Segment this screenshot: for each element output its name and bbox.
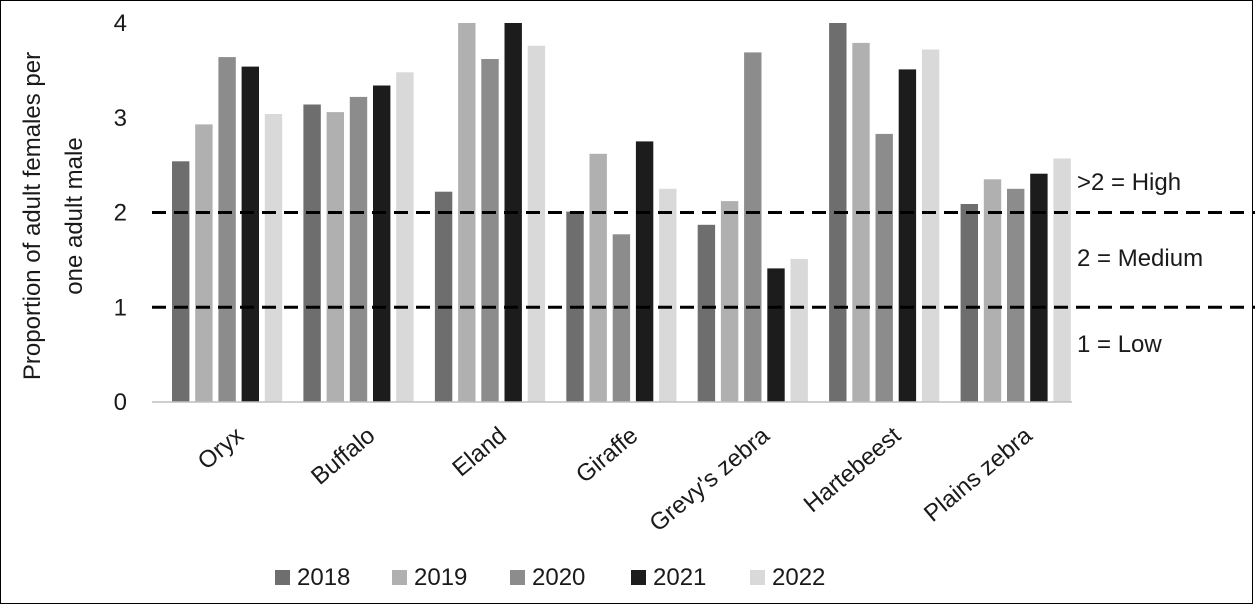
category-label: Giraffe: [571, 422, 643, 489]
category-label: Plains zebra: [919, 421, 1038, 527]
y-tick-label: 0: [114, 389, 127, 416]
annotation-label: >2 = High: [1077, 169, 1181, 196]
bar: [790, 258, 808, 402]
category-labels: Oryx Buffalo Eland Giraffe Grevy's zebra Hart…: [193, 421, 1038, 537]
bar: [983, 179, 1002, 402]
bar: [373, 85, 391, 402]
bar: [396, 72, 414, 403]
y-axis-label-line: Proportion of adult females per: [19, 52, 46, 380]
bar: [852, 42, 870, 403]
category-label: Eland: [447, 422, 511, 482]
bar: [744, 52, 762, 403]
category-label: Oryx: [193, 422, 249, 475]
legend-swatch: [275, 570, 290, 585]
bar: [635, 141, 654, 402]
bar: [527, 45, 546, 402]
annotation-label: 2 = Medium: [1077, 245, 1203, 272]
bar: [172, 161, 190, 402]
y-tick-label: 1: [114, 294, 127, 321]
legend-swatch: [510, 570, 525, 585]
bar: [195, 124, 213, 403]
category-label: Hartebeest: [799, 422, 907, 518]
bar: [960, 204, 978, 402]
bar: [720, 201, 739, 402]
bar: [481, 59, 499, 402]
annotation-label: 1 = Low: [1077, 331, 1162, 358]
legend-swatch: [392, 570, 407, 585]
legend-swatch: [750, 570, 765, 585]
legend-label: 2019: [414, 564, 467, 591]
bar: [264, 114, 283, 402]
category-label: Buffalo: [306, 422, 380, 490]
bar: [1053, 158, 1071, 402]
bar: [921, 49, 940, 402]
y-tick-label: 2: [114, 200, 127, 227]
bar: [589, 153, 607, 402]
bar: [1030, 173, 1048, 402]
legend-label: 2021: [653, 564, 706, 591]
bar: [875, 133, 893, 402]
bar: [697, 224, 716, 402]
annotations: >2 = High 2 = Medium 1 = Low: [1077, 169, 1203, 358]
bar: [659, 188, 677, 402]
bar: [434, 191, 453, 402]
legend: 2018 2019 2020 2021 2022: [275, 564, 825, 591]
y-axis-label-line: one adult male: [61, 137, 88, 294]
bar: [303, 104, 321, 402]
bar: [612, 234, 631, 402]
bar: [898, 69, 917, 403]
bar: [241, 66, 259, 402]
legend-swatch: [631, 570, 646, 585]
bar: [767, 268, 785, 402]
y-tick-label: 4: [114, 10, 127, 37]
legend-label: 2022: [772, 564, 825, 591]
y-axis-label: Proportion of adult females per one adult…: [19, 52, 88, 380]
legend-label: 2020: [532, 564, 585, 591]
bar: [1007, 188, 1025, 402]
bar: [218, 57, 236, 402]
y-tick-label: 3: [114, 105, 127, 132]
reference-lines: [152, 211, 1255, 309]
y-axis-ticks: 0 1 2 3 4: [114, 10, 127, 416]
bar: [349, 96, 368, 403]
bar: [326, 112, 344, 402]
category-label: Grevy's zebra: [644, 421, 775, 537]
legend-label: 2018: [297, 564, 350, 591]
